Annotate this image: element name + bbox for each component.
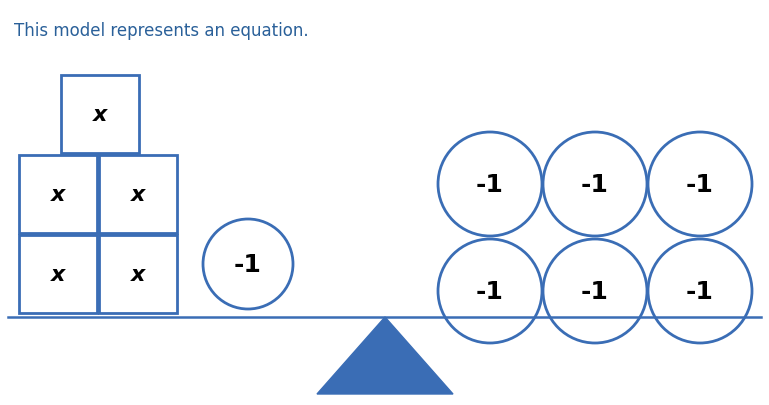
FancyBboxPatch shape xyxy=(61,76,139,153)
Text: -1: -1 xyxy=(686,279,714,303)
Text: x: x xyxy=(51,185,65,205)
Text: -1: -1 xyxy=(581,279,609,303)
FancyBboxPatch shape xyxy=(19,156,97,233)
Text: x: x xyxy=(51,264,65,284)
Text: -1: -1 xyxy=(476,173,504,196)
Text: x: x xyxy=(131,185,145,205)
FancyBboxPatch shape xyxy=(99,235,177,313)
Text: x: x xyxy=(93,105,107,125)
Text: -1: -1 xyxy=(234,252,262,276)
Text: This model represents an equation.: This model represents an equation. xyxy=(14,22,308,40)
Text: -1: -1 xyxy=(581,173,609,196)
FancyBboxPatch shape xyxy=(19,235,97,313)
Circle shape xyxy=(438,239,542,343)
Circle shape xyxy=(203,220,293,309)
Text: x: x xyxy=(131,264,145,284)
Circle shape xyxy=(648,133,752,237)
Circle shape xyxy=(648,239,752,343)
Circle shape xyxy=(438,133,542,237)
Circle shape xyxy=(543,239,647,343)
Text: -1: -1 xyxy=(476,279,504,303)
Text: -1: -1 xyxy=(686,173,714,196)
Polygon shape xyxy=(317,317,453,394)
Circle shape xyxy=(543,133,647,237)
FancyBboxPatch shape xyxy=(99,156,177,233)
